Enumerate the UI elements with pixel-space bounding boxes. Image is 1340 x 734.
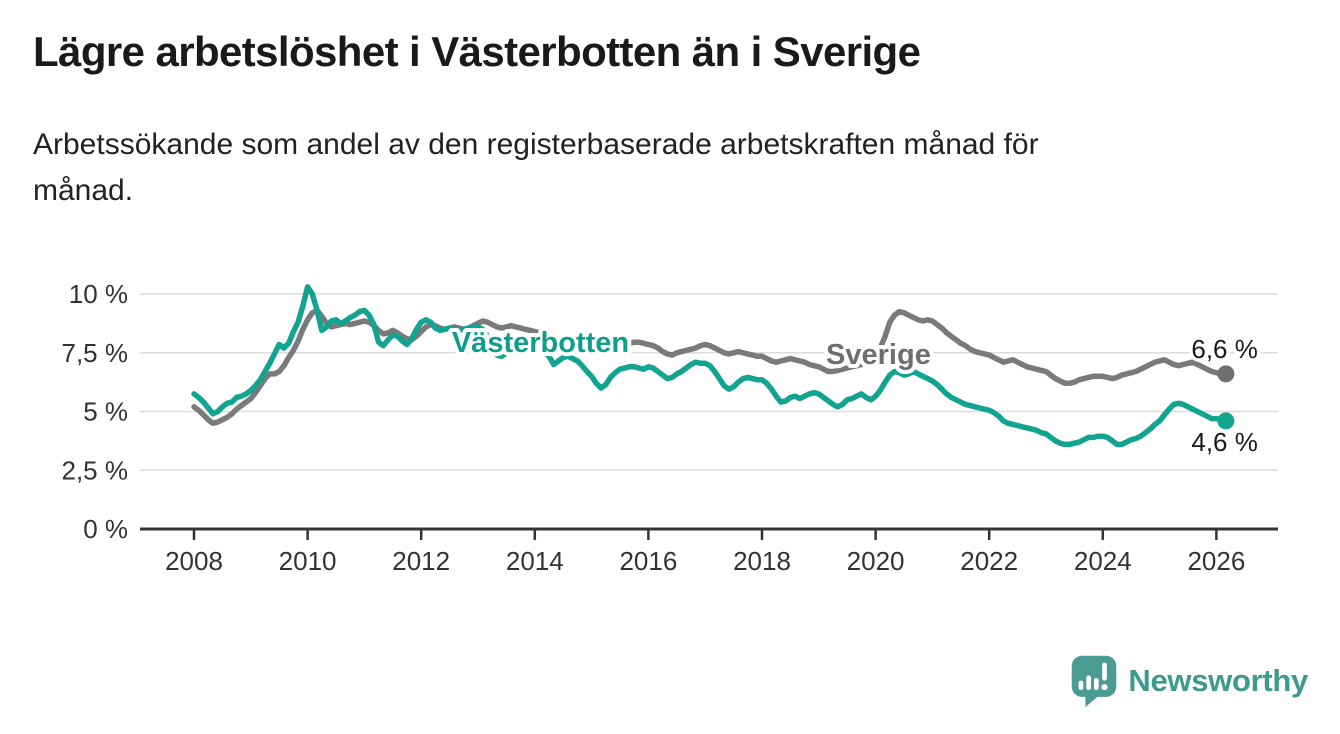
y-tick-label: 7,5 %	[62, 338, 129, 368]
series-label-sverige: Sverige	[826, 339, 931, 371]
series-end-dot-sverige	[1217, 365, 1235, 383]
line-chart: 2008 2010 2012 2014 2016 2018 2020 2022 2024 2026…	[62, 279, 1278, 576]
x-tick-label: 2014	[506, 546, 564, 576]
y-tick-label: 10 %	[69, 279, 128, 309]
x-tick-label: 2020	[847, 546, 905, 576]
series-line-västerbotten	[191, 284, 1229, 448]
series-end-value-västerbotten: 4,6 %	[1191, 427, 1258, 457]
y-tick-label: 2,5 %	[62, 455, 129, 485]
x-tick-label: 2022	[960, 546, 1018, 576]
y-tick-label: 0 %	[83, 514, 128, 544]
series-line-sverige	[191, 307, 1229, 427]
series-label-västerbotten: Västerbotten	[452, 327, 629, 359]
x-tick-label: 2018	[733, 546, 791, 576]
x-tick-label: 2024	[1074, 546, 1132, 576]
x-tick-label: 2026	[1187, 546, 1245, 576]
x-tick-label: 2010	[279, 546, 337, 576]
y-tick-label: 5 %	[83, 397, 128, 427]
newsworthy-logo-icon	[1072, 655, 1117, 708]
series-end-value-sverige: 6,6 %	[1191, 334, 1258, 364]
chart-title: Lägre arbetslöshet i Västerbotten än i S…	[33, 28, 921, 75]
x-tick-label: 2008	[165, 546, 223, 576]
series-end-dot-västerbotten	[1217, 412, 1235, 430]
x-tick-label: 2016	[619, 546, 677, 576]
brand-name: Newsworthy	[1128, 663, 1308, 698]
x-tick-label: 2012	[392, 546, 450, 576]
chart-subtitle: Arbetssökande som andel av den registerb…	[33, 128, 1039, 207]
brand-logo: Newsworthy	[1070, 654, 1308, 708]
